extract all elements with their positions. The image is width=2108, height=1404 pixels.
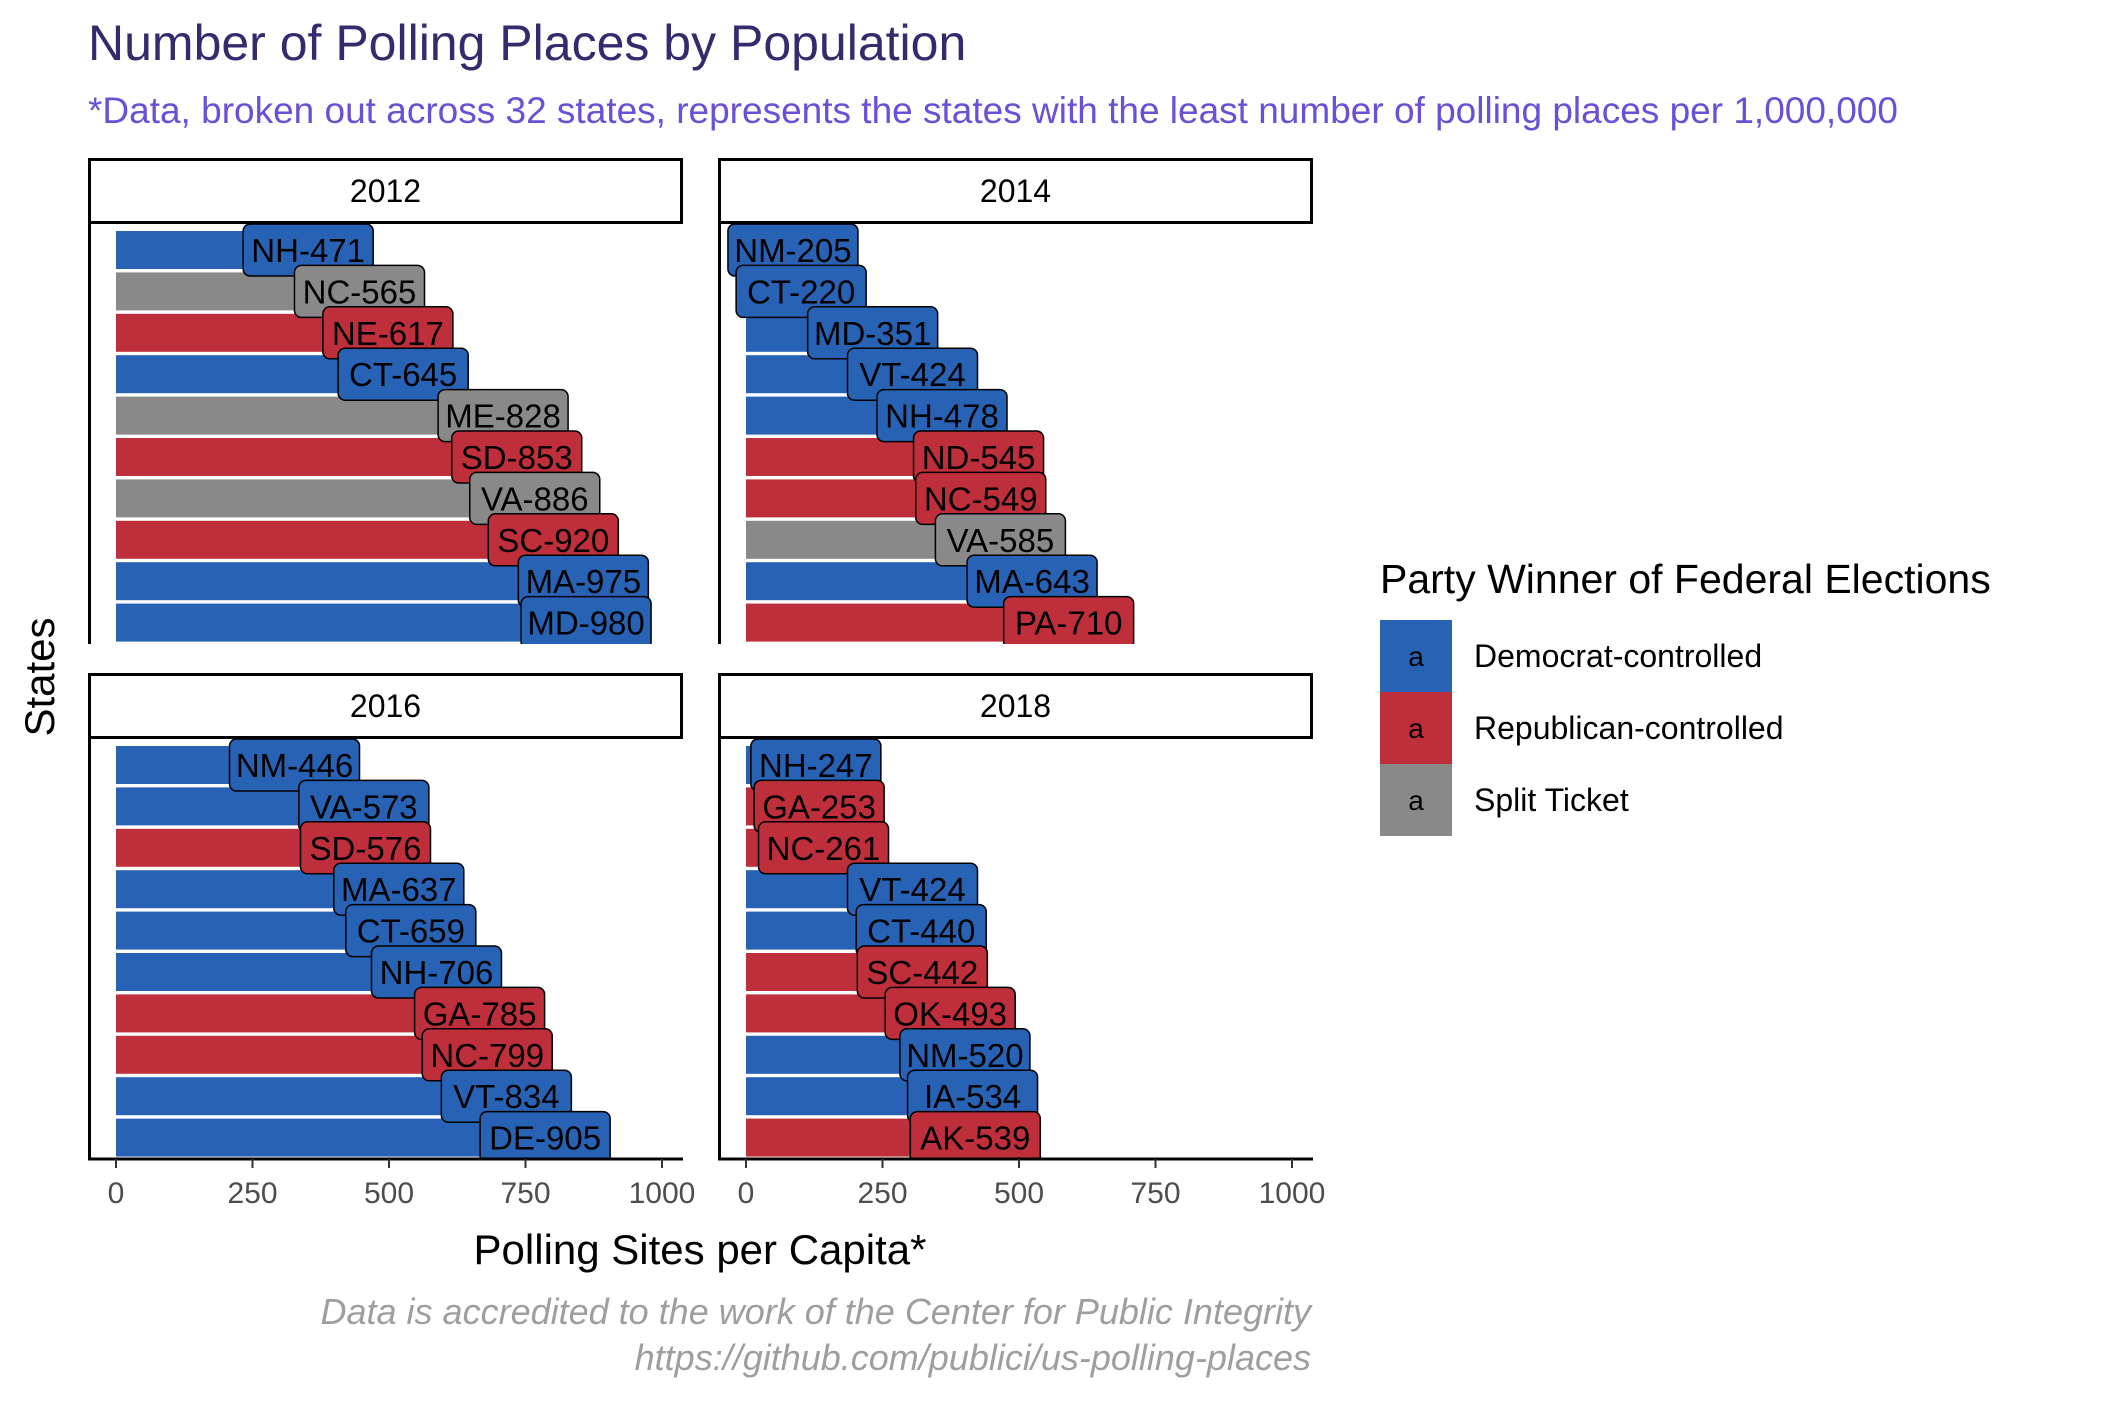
- x-tick-label: 1000: [629, 1177, 696, 1210]
- caption-line-2: https://github.com/publici/us-polling-pl…: [635, 1337, 1311, 1378]
- x-tick-label: 0: [738, 1177, 755, 1210]
- x-tick-label: 0: [108, 1177, 125, 1210]
- bar-label: CT-440: [867, 913, 975, 950]
- panel-2012: 2012 NH-471 NC-565 NE-617 CT-645 ME-828 SD-853…: [88, 158, 683, 644]
- bar-label: NC-549: [924, 480, 1038, 517]
- bar-label-box: [337, 347, 469, 401]
- bar-label: SC-442: [866, 954, 978, 991]
- bar-label: NM-520: [906, 1037, 1023, 1074]
- panel-marks: NH-247 GA-253 NC-261 VT-424 CT-440 SC-442 OK-4…: [746, 739, 1042, 1159]
- legend-item-republican-controlled: a Republican-controlled: [1380, 692, 1784, 764]
- bar-label: SD-853: [461, 439, 573, 476]
- bar-label: PA-710: [1015, 605, 1123, 642]
- x-tick-label: 750: [500, 1177, 550, 1210]
- facet-strip: [718, 158, 1313, 224]
- facet-strip: [88, 158, 683, 224]
- bar-label: VT-424: [859, 871, 965, 908]
- y-axis-title: States: [16, 617, 63, 736]
- facet-strip-label: 2014: [980, 173, 1051, 209]
- bar-label: NH-478: [885, 398, 999, 435]
- bar-label: VA-585: [947, 522, 1055, 559]
- bar-label: NE-617: [332, 315, 444, 352]
- bar-label-box: [520, 595, 652, 644]
- bar-label: MD-351: [814, 315, 931, 352]
- x-tick-label: 500: [994, 1177, 1044, 1210]
- bar-label: AK-539: [920, 1120, 1030, 1157]
- legend-items: a Democrat-controlled a Republican-controll…: [1380, 620, 1784, 836]
- bar-label: CT-645: [349, 356, 457, 393]
- bar-label: SC-920: [497, 522, 609, 559]
- bar-label: NC-565: [303, 273, 417, 310]
- legend-key: [1380, 692, 1452, 764]
- bar-label: NM-205: [734, 232, 851, 269]
- bar-label: NC-799: [430, 1037, 544, 1074]
- panel-2018: 2018 NH-247 GA-253 NC-261 VT-424 CT-440 SC-442…: [718, 673, 1326, 1210]
- bar-label-box: [1002, 595, 1135, 644]
- x-axis-title: Polling Sites per Capita*: [474, 1226, 927, 1273]
- bar-label: NH-706: [380, 954, 494, 991]
- bar-label-box: [909, 1110, 1042, 1159]
- bar-label: SD-576: [310, 830, 422, 867]
- bar-label: VA-886: [481, 480, 589, 517]
- legend-title: Party Winner of Federal Elections: [1380, 556, 1991, 602]
- legend-label: Split Ticket: [1474, 782, 1629, 818]
- bar-label: IA-534: [924, 1078, 1021, 1115]
- panel-marks: NM-205 CT-220 MD-351 VT-424 NH-478 ND-545 NC-5…: [727, 224, 1135, 644]
- bar-label: VT-834: [453, 1078, 559, 1115]
- legend-key-glyph: a: [1408, 641, 1424, 672]
- legend-key: [1380, 764, 1452, 836]
- x-tick-label: 250: [857, 1177, 907, 1210]
- bar-label: MA-637: [341, 871, 457, 908]
- legend-key: [1380, 620, 1452, 692]
- chart-title: Number of Polling Places by Population: [88, 15, 966, 71]
- facet-strip-label: 2018: [980, 688, 1051, 724]
- bar-label: DE-905: [489, 1120, 601, 1157]
- bar-label: VT-424: [859, 356, 965, 393]
- x-tick-label: 250: [227, 1177, 277, 1210]
- bar-label: ME-828: [445, 398, 561, 435]
- bar-label: MA-643: [974, 563, 1090, 600]
- panel-marks: NM-446 VA-573 SD-576 MA-637 CT-659 NH-706 GA-7…: [116, 739, 611, 1159]
- panel-2016: 2016 NM-446 VA-573 SD-576 MA-637 CT-659 NH-706…: [88, 673, 696, 1210]
- bar-label: NH-247: [759, 747, 873, 784]
- facet-strip: [88, 673, 683, 739]
- legend-key-glyph: a: [1408, 713, 1424, 744]
- legend-item-split-ticket: a Split Ticket: [1380, 764, 1629, 836]
- legend-label: Republican-controlled: [1474, 710, 1784, 746]
- legend-key-glyph: a: [1408, 785, 1424, 816]
- bar-label: MA-975: [526, 563, 642, 600]
- bar-label: GA-785: [423, 995, 537, 1032]
- facet-strip-label: 2012: [350, 173, 421, 209]
- bar-label: CT-220: [747, 273, 855, 310]
- bar-label: NM-446: [236, 747, 353, 784]
- x-tick-label: 750: [1130, 1177, 1180, 1210]
- facet-strip: [718, 673, 1313, 739]
- bar-label: MD-980: [527, 605, 644, 642]
- bar-label-box: [735, 264, 867, 319]
- bar-label: VA-573: [310, 788, 418, 825]
- bar-label: NH-471: [251, 232, 365, 269]
- x-tick-label: 500: [364, 1177, 414, 1210]
- legend-label: Democrat-controlled: [1474, 638, 1762, 674]
- legend-item-democrat-controlled: a Democrat-controlled: [1380, 620, 1762, 692]
- caption-line-1: Data is accredited to the work of the Ce…: [321, 1291, 1313, 1332]
- panel-marks: NH-471 NC-565 NE-617 CT-645 ME-828 SD-853 VA-8…: [116, 224, 652, 644]
- legend: Party Winner of Federal Elections a Democ…: [1380, 556, 1991, 836]
- facet-strip-label: 2016: [350, 688, 421, 724]
- bar-label: OK-493: [893, 995, 1007, 1032]
- chart-subtitle: *Data, broken out across 32 states, repr…: [88, 90, 1898, 131]
- bar-label: ND-545: [922, 439, 1036, 476]
- facet-panels: 2012 NH-471 NC-565 NE-617 CT-645 ME-828 SD-853…: [88, 158, 1326, 1210]
- panel-2014: 2014 NM-205 CT-220 MD-351 VT-424 NH-478 ND-545…: [718, 158, 1313, 644]
- bar-label: GA-253: [762, 788, 876, 825]
- x-tick-label: 1000: [1259, 1177, 1326, 1210]
- bar-label: CT-659: [357, 913, 465, 950]
- bar-label-box: [757, 821, 890, 875]
- bar-label-box: [479, 1110, 611, 1159]
- bar-label: NC-261: [767, 830, 881, 867]
- bar-label-box: [228, 739, 361, 792]
